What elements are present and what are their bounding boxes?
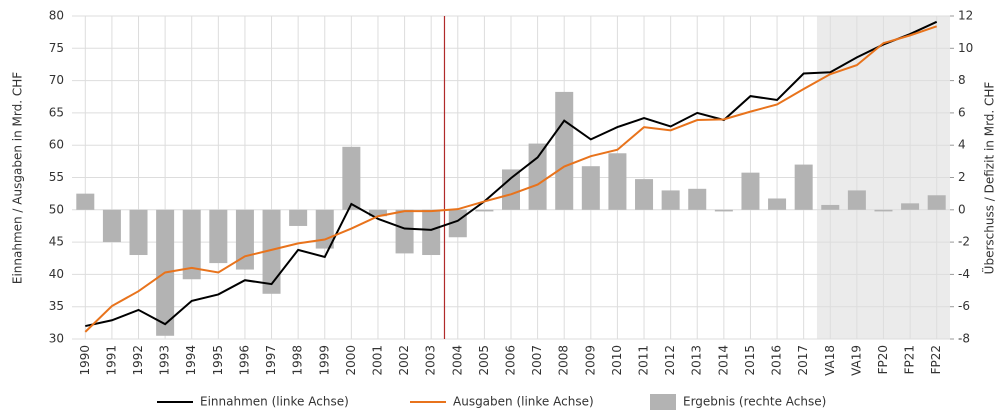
bar <box>768 198 787 210</box>
x-tick-label: 2012 <box>663 345 677 376</box>
x-tick-label: 1990 <box>78 345 92 376</box>
bar <box>342 146 361 210</box>
legend-swatch <box>650 394 676 410</box>
x-tick-label: 1991 <box>104 345 118 376</box>
bar <box>528 143 547 210</box>
x-tick-label: 1995 <box>211 345 225 376</box>
x-tick-label: 2017 <box>796 345 810 376</box>
y-tick-label: 45 <box>49 235 64 249</box>
y2-tick-label: -4 <box>958 267 970 281</box>
x-tick-label: 2007 <box>530 345 544 376</box>
y-tick-label: 40 <box>49 267 64 281</box>
bar <box>794 164 813 210</box>
y-tick-label: 80 <box>49 9 64 23</box>
legend-label: Ergebnis (rechte Achse) <box>683 395 826 409</box>
y-tick-label: 30 <box>49 332 64 346</box>
y2-axis-label: Überschuss / Defizit in Mrd. CHF <box>981 82 997 275</box>
y2-tick-label: 6 <box>958 105 966 119</box>
x-tick-label: FP21 <box>903 345 917 374</box>
legend-label: Einnahmen (linke Achse) <box>200 395 349 409</box>
y2-tick-label: -8 <box>958 332 970 346</box>
x-tick-label: FP20 <box>876 345 890 374</box>
legend-label: Ausgaben (linke Achse) <box>453 395 594 409</box>
x-tick-label: 1992 <box>131 345 145 376</box>
bar <box>608 153 627 210</box>
x-tick-label: FP22 <box>929 345 943 374</box>
x-tick-label: 2008 <box>557 345 571 376</box>
bar <box>847 190 866 210</box>
y-tick-label: 55 <box>49 170 64 184</box>
y2-tick-label: 4 <box>958 138 966 152</box>
x-tick-label: 2006 <box>504 345 518 376</box>
bar <box>102 209 121 243</box>
bar <box>502 169 520 210</box>
bar <box>289 209 308 226</box>
x-tick-label: 1997 <box>264 345 278 376</box>
bar <box>581 166 600 210</box>
line <box>85 20 938 328</box>
x-tick-label: 1999 <box>317 345 331 376</box>
y2-tick-label: -6 <box>958 299 970 313</box>
y2-tick-label: 2 <box>958 170 966 184</box>
x-tick-label: 2009 <box>583 345 597 376</box>
bar <box>209 209 228 264</box>
x-tick-label: 1994 <box>184 345 198 376</box>
bar <box>741 172 760 210</box>
bar <box>821 204 840 210</box>
x-tick-label: 1993 <box>158 345 172 376</box>
x-tick-label: 2002 <box>397 345 411 376</box>
bar <box>555 91 574 210</box>
bar <box>129 209 148 256</box>
x-tick-label: 2015 <box>743 345 757 376</box>
x-tick-label: 2005 <box>477 345 491 376</box>
bar <box>901 203 920 210</box>
bar <box>688 188 707 210</box>
x-tick-label: 2003 <box>424 345 438 376</box>
x-tick-label: VA19 <box>849 345 863 376</box>
bar <box>262 209 281 294</box>
x-tick-label: 2014 <box>716 345 730 376</box>
bar <box>422 209 441 256</box>
bar <box>635 179 654 210</box>
x-tick-label: 2004 <box>450 345 464 376</box>
x-tick-label: VA18 <box>823 345 837 376</box>
y-tick-label: 75 <box>49 41 64 55</box>
line <box>84 25 938 333</box>
y-axis-label: Einnahmen / Ausgaben in Mrd. CHF <box>11 72 25 284</box>
y2-tick-label: 0 <box>958 202 966 216</box>
bar <box>76 193 95 210</box>
x-tick-label: 2016 <box>770 345 784 376</box>
y2-tick-label: 8 <box>958 73 966 87</box>
y-tick-label: 35 <box>49 299 64 313</box>
y2-tick-label: 10 <box>958 41 973 55</box>
x-tick-label: 1996 <box>237 345 251 376</box>
x-tick-label: 2013 <box>690 345 704 376</box>
bar <box>368 209 387 217</box>
y2-tick-label: -2 <box>958 235 970 249</box>
bar <box>475 209 494 212</box>
x-tick-label: 2000 <box>344 345 358 376</box>
y-tick-label: 60 <box>49 138 64 152</box>
bar <box>927 195 946 210</box>
x-tick-label: 1998 <box>291 345 305 376</box>
bar <box>661 190 680 210</box>
x-tick-label: 2011 <box>637 345 651 376</box>
bar <box>395 209 414 254</box>
x-tick-label: 2010 <box>610 345 624 376</box>
bar <box>182 209 201 280</box>
y-tick-label: 70 <box>49 73 64 87</box>
y-tick-label: 50 <box>49 202 64 216</box>
x-tick-label: 2001 <box>370 345 384 376</box>
bar <box>714 209 733 212</box>
y-tick-label: 65 <box>49 105 64 119</box>
bar <box>315 209 334 249</box>
bar <box>874 209 893 212</box>
y2-tick-label: 12 <box>958 9 973 23</box>
